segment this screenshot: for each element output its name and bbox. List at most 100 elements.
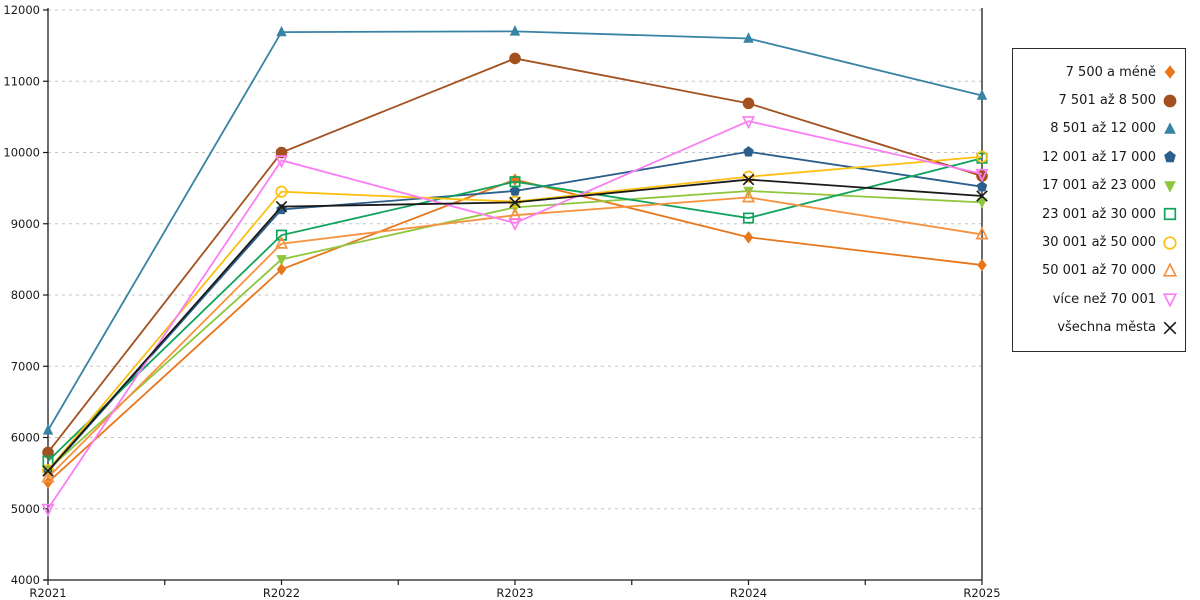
triangle-down-icon [508, 217, 522, 232]
circle-icon [742, 97, 755, 110]
legend-marker-square-icon [1163, 207, 1177, 221]
data-point [741, 189, 756, 203]
circle-icon [1163, 94, 1177, 107]
x-tick-label: R2021 [29, 586, 66, 600]
legend-marker-x-mark-icon [1163, 321, 1177, 335]
x-mark-icon [1163, 321, 1177, 335]
data-point [976, 198, 988, 209]
square-icon [1163, 207, 1177, 221]
data-point [42, 424, 54, 435]
pentagon-icon [1164, 150, 1176, 163]
data-point [743, 146, 754, 157]
data-point [977, 258, 987, 272]
y-tick-label: 8000 [11, 288, 40, 302]
y-tick-label: 11000 [3, 74, 40, 88]
data-point [275, 229, 288, 241]
legend-item: 17 001 až 23 000 [1020, 172, 1178, 200]
series-line [47, 157, 983, 462]
diamond-icon [977, 258, 987, 272]
triangle-up-icon [1162, 262, 1178, 277]
legend-label: 30 001 až 50 000 [1041, 235, 1156, 251]
triangle-down-icon [976, 198, 988, 209]
legend-marker-diamond-icon [1164, 65, 1176, 79]
data-point [976, 180, 988, 192]
data-point [741, 116, 756, 130]
circle-icon [275, 185, 288, 198]
diamond-icon [1164, 65, 1176, 79]
circle-icon [742, 170, 755, 183]
legend-label: 7 500 a méně [1065, 64, 1156, 80]
data-point [275, 200, 288, 213]
triangle-up-icon [743, 32, 754, 43]
circle-icon [1163, 235, 1177, 250]
data-point [274, 155, 289, 169]
data-point [976, 190, 988, 202]
triangle-down-icon [975, 168, 989, 182]
y-tick-label: 5000 [11, 502, 40, 516]
y-tick-label: 7000 [11, 359, 40, 373]
y-tick-label: 10000 [3, 146, 40, 160]
legend-item: 8 501 až 12 000 [1020, 115, 1178, 143]
data-point [510, 173, 520, 186]
legend-marker-triangle-down-icon [1162, 293, 1178, 308]
data-point [742, 173, 755, 186]
x-mark-icon [42, 465, 54, 477]
pentagon-icon [743, 146, 754, 157]
legend-label: 50 001 až 70 000 [1041, 263, 1156, 279]
triangle-down-icon [41, 503, 55, 517]
square-icon [509, 176, 521, 188]
series-line [47, 178, 983, 484]
legend-marker-triangle-up-icon [1162, 262, 1178, 277]
legend-label: 8 501 až 12 000 [1050, 121, 1156, 137]
circle-icon [975, 150, 989, 163]
triangle-up-icon [274, 235, 289, 249]
triangle-up-icon [41, 469, 55, 483]
data-point [509, 196, 521, 209]
triangle-up-icon [276, 25, 287, 37]
diamond-icon [743, 231, 754, 244]
legend-label: 12 001 až 17 000 [1041, 149, 1156, 165]
series-line [47, 190, 983, 471]
triangle-up-icon [975, 226, 989, 240]
chart-legend: 7 500 a méně 7 501 až 8 500 8 501 až 12 00… [1012, 48, 1186, 352]
y-tick-label: 6000 [11, 431, 40, 445]
legend-item: více než 70 001 [1020, 285, 1178, 313]
x-mark-icon [742, 173, 755, 186]
square-icon [742, 212, 755, 224]
data-point [975, 226, 989, 240]
triangle-up-icon [976, 89, 988, 100]
legend-item: 7 501 až 8 500 [1020, 86, 1178, 114]
data-point [743, 32, 754, 43]
x-tick-label: R2023 [496, 586, 533, 600]
pentagon-icon [509, 185, 521, 196]
data-point [976, 89, 988, 100]
data-point [975, 150, 989, 163]
x-tick-label: R2024 [730, 586, 767, 600]
triangle-down-icon [741, 116, 756, 130]
data-point [509, 185, 521, 196]
data-point [509, 176, 521, 188]
x-mark-icon [976, 190, 988, 202]
data-point [41, 503, 55, 517]
triangle-up-icon [741, 189, 756, 203]
data-point [41, 464, 55, 477]
data-point [509, 52, 521, 65]
data-point [742, 97, 755, 110]
x-tick-label: R2025 [963, 586, 1000, 600]
series-line [47, 196, 983, 479]
legend-label: 23 001 až 30 000 [1041, 206, 1156, 222]
legend-label: více než 70 001 [1052, 291, 1156, 307]
data-point [743, 231, 754, 244]
legend-marker-triangle-up-icon [1164, 122, 1176, 134]
series-line [47, 57, 983, 454]
triangle-down-icon [274, 155, 289, 169]
data-point [742, 212, 755, 224]
legend-item: 12 001 až 17 000 [1020, 143, 1178, 171]
pentagon-icon [276, 203, 287, 215]
square-icon [275, 229, 288, 241]
data-point [276, 203, 287, 215]
y-tick-label: 9000 [11, 217, 40, 231]
triangle-down-icon [1164, 180, 1176, 193]
